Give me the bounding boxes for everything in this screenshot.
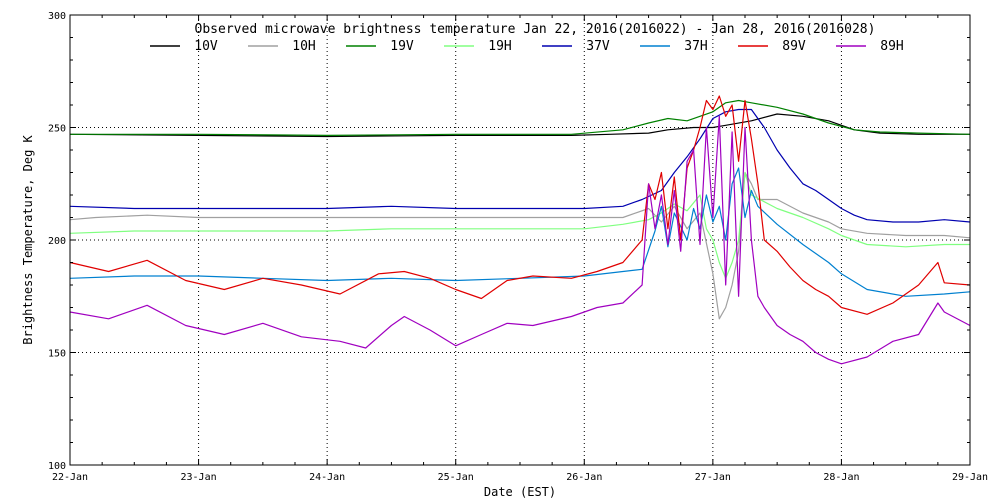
series-lines	[69, 95, 971, 365]
x-tick-label: 29-Jan	[952, 472, 988, 483]
chart-title: Observed microwave brightness temperatur…	[195, 22, 876, 37]
legend-label-89v: 89V	[782, 39, 806, 54]
x-tick-label: 26-Jan	[566, 472, 602, 483]
x-axis-label: Date (EST)	[484, 485, 556, 499]
legend-label-10v: 10V	[194, 39, 218, 54]
legend-label-19h: 19H	[488, 39, 511, 54]
series-line-10h	[69, 171, 971, 320]
y-tick-label: 100	[48, 461, 66, 472]
series-line-19h	[69, 171, 970, 279]
series-line-37v	[69, 108, 971, 223]
legend-label-37h: 37H	[684, 39, 707, 54]
y-axis-label: Brightness Temperature, Deg K	[21, 134, 35, 344]
y-tick-label: 250	[48, 124, 66, 135]
legend-label-89h: 89H	[880, 39, 903, 54]
x-tick-label: 24-Jan	[309, 472, 345, 483]
x-tick-label: 27-Jan	[695, 472, 731, 483]
legend-label-10h: 10H	[292, 39, 315, 54]
series-line-89h	[69, 115, 971, 365]
legend-label-37v: 37V	[586, 39, 610, 54]
legend: 10V 10H 19V 19H 37V 37H 89V 89H	[150, 39, 904, 54]
axis-ticks: 22-Jan 23-Jan 24-Jan 25-Jan 26-Jan 27-Jan 28-J…	[48, 11, 988, 483]
x-tick-label: 25-Jan	[438, 472, 474, 483]
series-line-19v	[70, 99, 971, 136]
x-tick-label: 22-Jan	[52, 472, 88, 483]
grid-lines	[70, 15, 970, 465]
y-tick-label: 200	[48, 236, 66, 247]
x-tick-label: 28-Jan	[823, 472, 859, 483]
series-line-89v	[69, 95, 971, 315]
y-tick-label: 150	[48, 349, 66, 360]
y-tick-label: 300	[48, 11, 66, 22]
legend-label-19v: 19V	[390, 39, 414, 54]
x-tick-label: 23-Jan	[181, 472, 217, 483]
